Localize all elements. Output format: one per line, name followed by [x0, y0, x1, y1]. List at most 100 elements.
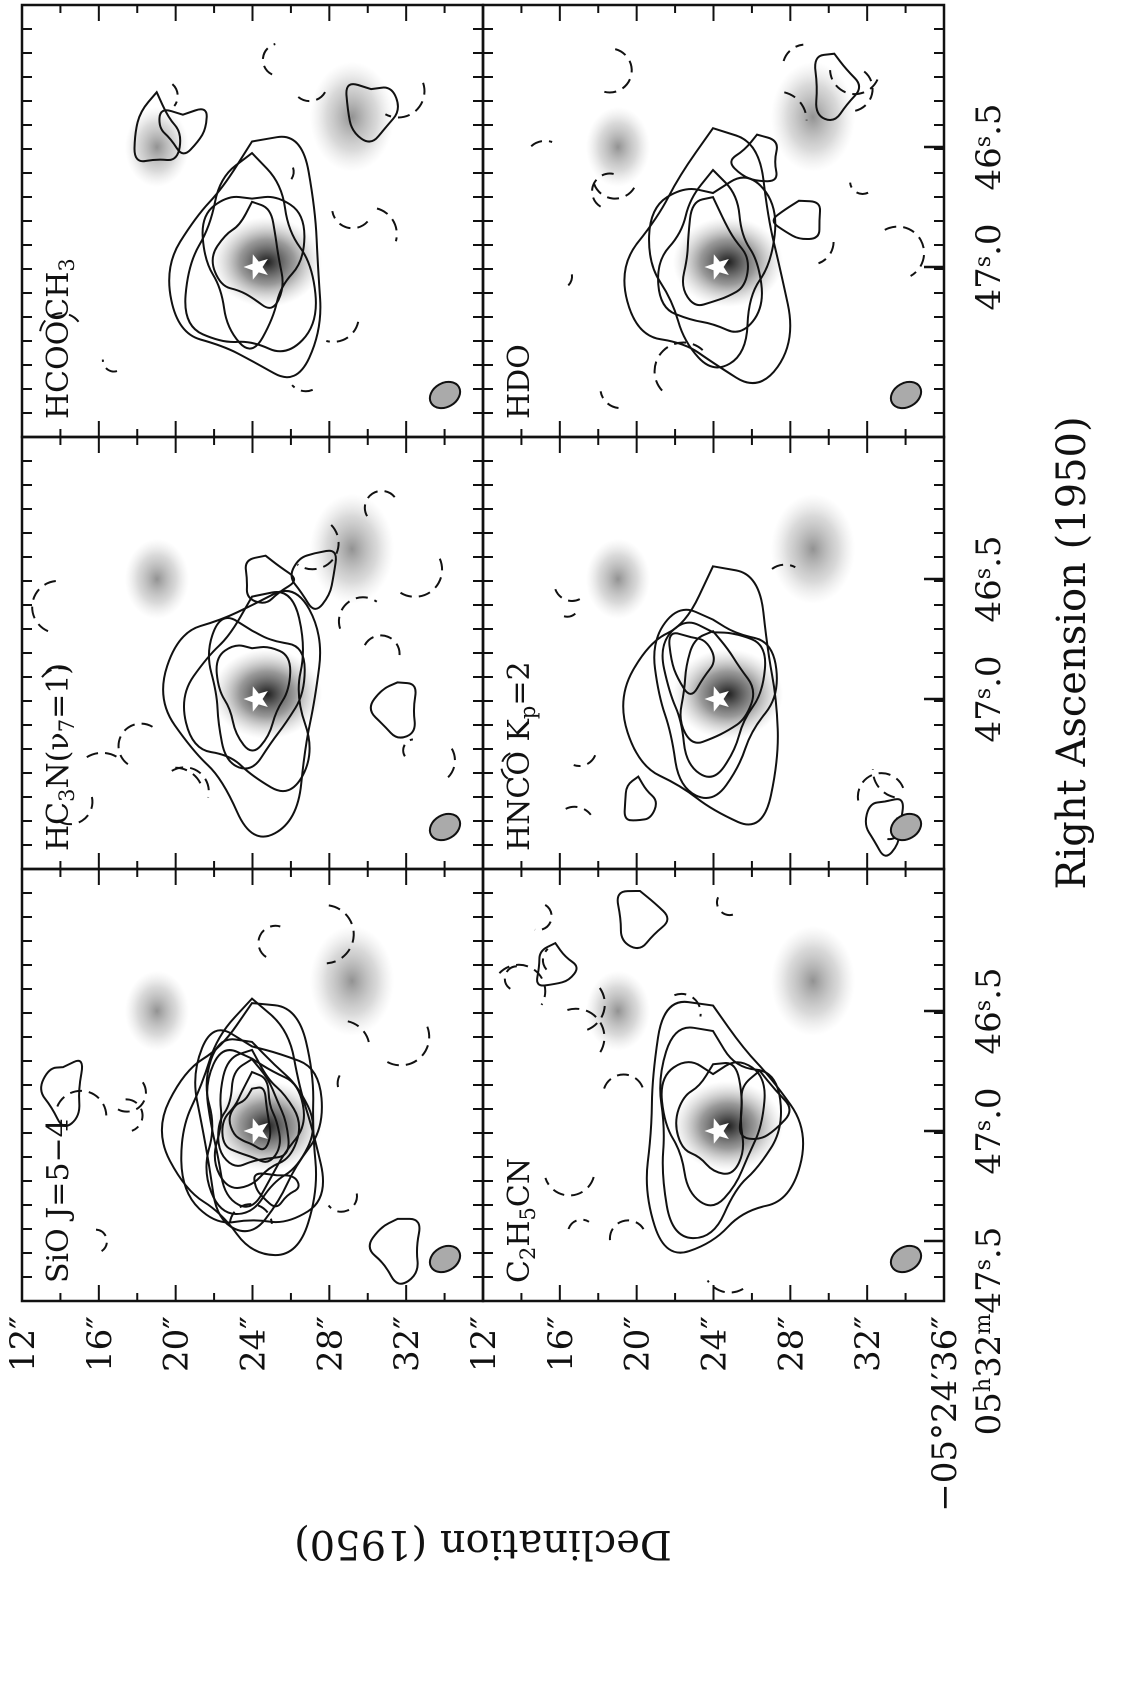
negative-contour	[288, 168, 294, 183]
text-part: h	[970, 1378, 996, 1392]
ra-tick-label: 05h32m47s.5	[969, 1227, 1009, 1436]
text-part: p	[516, 706, 540, 719]
negative-contour	[377, 209, 397, 242]
rotated-figure: SiO J=5−405h32m47s.547s.046s.5HC3N(ν7=1)…	[3, 5, 1095, 1567]
beam	[425, 377, 465, 414]
panel: HNCO Kp=2	[483, 437, 944, 869]
text-part: .0	[969, 223, 1009, 255]
negative-contour	[850, 183, 868, 194]
beam	[425, 1241, 465, 1278]
text-part: s	[970, 1259, 996, 1270]
dec-tick-label: 12″	[464, 1316, 504, 1372]
emission-core	[212, 1081, 322, 1171]
panel-label: HCOOCH3	[41, 258, 79, 419]
text-part: HC	[41, 802, 76, 851]
text-part: .5	[969, 1227, 1009, 1259]
emission-core	[212, 217, 322, 307]
panel-label: HDO	[502, 344, 537, 419]
text-part: 2	[516, 1247, 540, 1260]
negative-contour	[885, 227, 924, 276]
text-part: 46	[969, 147, 1009, 190]
contour	[370, 1219, 420, 1284]
contour	[41, 1061, 82, 1126]
negative-contour	[292, 385, 313, 391]
negative-contour	[569, 1220, 590, 1229]
negative-contour	[784, 45, 804, 61]
ra-tick-label: 46s.5	[969, 103, 1009, 190]
text-part: HNCO K	[502, 719, 537, 851]
negative-contour	[365, 635, 400, 659]
contour	[731, 135, 777, 182]
text-part: 5	[516, 1207, 540, 1220]
text-part: .0	[969, 1087, 1009, 1119]
text-part: .5	[969, 535, 1009, 567]
beam	[425, 809, 465, 846]
panel-label: HNCO Kp=2	[502, 661, 540, 851]
negative-contour	[338, 1071, 344, 1088]
negative-contour	[332, 211, 367, 228]
negative-contour	[403, 739, 413, 756]
negative-contour	[258, 926, 280, 957]
text-part: 3	[55, 789, 79, 802]
dec-tick-label: 32″	[848, 1316, 888, 1372]
negative-contour	[383, 1027, 429, 1066]
panel-label: C2H5CN	[502, 1158, 540, 1283]
text-part: 47	[969, 1270, 1009, 1313]
negative-contour	[96, 1230, 107, 1252]
text-part: 7	[55, 719, 79, 732]
dec-tick-label: 28″	[310, 1316, 350, 1372]
panel: C2H5CN	[483, 869, 944, 1301]
y-axis-title: Declination (1950)	[294, 1521, 672, 1567]
emission-blob	[771, 494, 855, 604]
text-part: 47	[969, 267, 1009, 310]
ra-tick-label: 47s.0	[969, 1087, 1009, 1174]
text-part: =1)	[41, 663, 76, 719]
emission-blob	[310, 494, 394, 604]
emission-blob	[586, 539, 650, 619]
negative-contour	[172, 84, 177, 106]
emission-blob	[586, 107, 650, 187]
panel-label: SiO J=5−4	[41, 1118, 76, 1283]
panel: HC3N(ν7=1)	[22, 437, 483, 869]
text-part: m	[970, 1314, 996, 1335]
contour	[371, 682, 416, 737]
beam	[886, 377, 926, 414]
panel: HCOOCH3	[22, 5, 483, 437]
emission-blob	[310, 62, 394, 172]
dec-tick-label: 32″	[387, 1316, 427, 1372]
negative-contour	[448, 749, 455, 778]
dec-tick-label: 16″	[80, 1316, 120, 1372]
beam	[886, 1241, 926, 1278]
text-part: 3	[55, 258, 79, 271]
negative-contour	[505, 966, 521, 989]
contour	[774, 201, 820, 239]
panel: HDO	[483, 5, 944, 437]
dec-tick-label: 16″	[541, 1316, 581, 1372]
emission-blob	[125, 539, 189, 619]
dec-tick-label: 12″	[3, 1316, 43, 1372]
negative-contour	[326, 322, 358, 342]
negative-contour	[329, 1194, 357, 1212]
negative-contour	[555, 589, 580, 601]
negative-contour	[545, 1177, 593, 1195]
emission-blob	[771, 62, 855, 172]
negative-contour	[87, 753, 118, 758]
negative-contour	[535, 905, 552, 930]
negative-contour	[119, 724, 153, 765]
figure: SiO J=5−405h32m47s.547s.046s.5HC3N(ν7=1)…	[0, 0, 1141, 1681]
text-part: s	[970, 136, 996, 147]
panel: SiO J=5−4	[22, 869, 483, 1301]
negative-contour	[717, 897, 733, 915]
emission-core	[673, 1081, 783, 1171]
text-part: H	[502, 1220, 537, 1246]
negative-contour	[566, 807, 591, 815]
text-part: 46	[969, 1011, 1009, 1054]
panel-label: HC3N(ν7=1)	[41, 663, 79, 851]
negative-contour	[57, 1091, 106, 1122]
negative-contour	[531, 141, 552, 146]
contour	[618, 891, 668, 948]
text-part: 05	[969, 1392, 1009, 1435]
dec-tick-label: 28″	[771, 1316, 811, 1372]
ra-tick-label: 47s.0	[969, 223, 1009, 310]
text-part: s	[970, 256, 996, 267]
